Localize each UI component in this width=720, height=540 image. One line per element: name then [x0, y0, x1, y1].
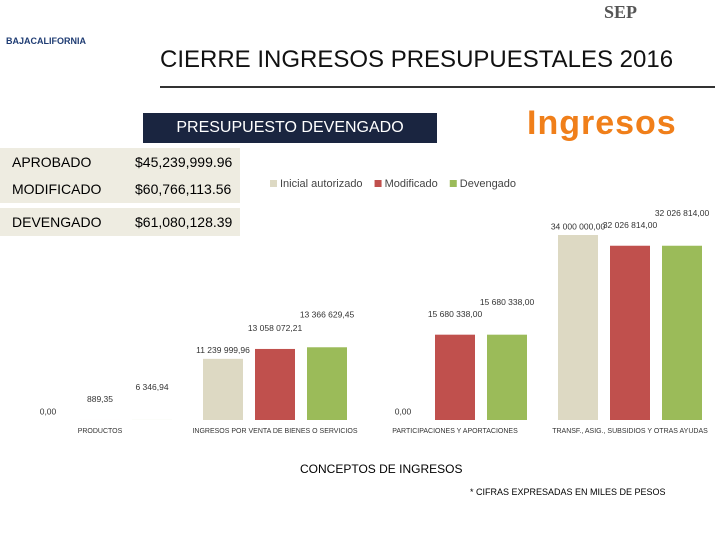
row-label: APROBADO — [12, 154, 92, 170]
data-label: 0,00 — [40, 406, 57, 416]
banner: PRESUPUESTO DEVENGADO — [143, 113, 437, 143]
summary-row: MODIFICADO $60,766,113.56 — [0, 175, 240, 203]
data-label: 13 366 629,45 — [300, 310, 355, 320]
row-value: $60,766,113.56 — [135, 181, 232, 197]
x-tick-label: PRODUCTOS — [77, 428, 123, 435]
bar — [435, 334, 475, 420]
legend-swatch — [374, 180, 382, 187]
bar — [558, 235, 598, 420]
bar — [203, 358, 243, 420]
data-label: 34 000 000,00 — [551, 221, 606, 231]
data-label: 6 346,94 — [135, 382, 168, 392]
legend-swatch — [270, 180, 277, 187]
bar — [487, 334, 527, 420]
bar — [662, 245, 702, 420]
data-label: 15 680 338,00 — [428, 309, 483, 319]
logo-left: BAJACALIFORNIA — [6, 36, 86, 46]
title-rule — [160, 86, 715, 88]
data-label: 32 026 814,00 — [603, 220, 658, 230]
summary-row: APROBADO $45,239,999.96 — [0, 148, 240, 176]
data-label: 889,35 — [87, 394, 113, 404]
row-value: $61,080,128.39 — [135, 214, 233, 230]
logo-right: SEP — [604, 2, 638, 22]
x-tick-label: TRANSF., ASIG., SUBSIDIOS Y OTRAS AYUDAS — [552, 428, 708, 435]
slide-title: CIERRE INGRESOS PRESUPUESTALES 2016 — [160, 46, 674, 73]
x-axis-title: CONCEPTOS DE INGRESOS — [300, 462, 463, 476]
data-label: 15 680 338,00 — [480, 297, 535, 307]
row-label: DEVENGADO — [12, 214, 102, 230]
x-tick-label: PARTICIPACIONES Y APORTACIONES — [392, 428, 518, 435]
legend-label: Inicial autorizado — [280, 178, 363, 190]
bar — [610, 245, 650, 420]
data-label: 32 026 814,00 — [655, 208, 710, 218]
legend-swatch — [449, 180, 457, 187]
data-label: 0,00 — [395, 406, 412, 416]
badge: Ingresos — [527, 104, 677, 142]
bar — [255, 348, 295, 420]
data-label: 11 239 999,96 — [196, 345, 250, 355]
note: * CIFRAS EXPRESADAS EN MILES DE PESOS — [470, 487, 666, 497]
x-tick-label: INGRESOS POR VENTA DE BIENES O SERVICIOS — [192, 428, 358, 435]
row-value: $45,239,999.96 — [135, 154, 233, 170]
legend-label: Devengado — [460, 178, 516, 190]
row-label: MODIFICADO — [12, 181, 102, 197]
data-label: 13 058 072,21 — [248, 323, 303, 333]
summary-row: DEVENGADO $61,080,128.39 — [0, 208, 240, 236]
bar — [307, 347, 347, 420]
legend-label: Modificado — [385, 178, 438, 190]
